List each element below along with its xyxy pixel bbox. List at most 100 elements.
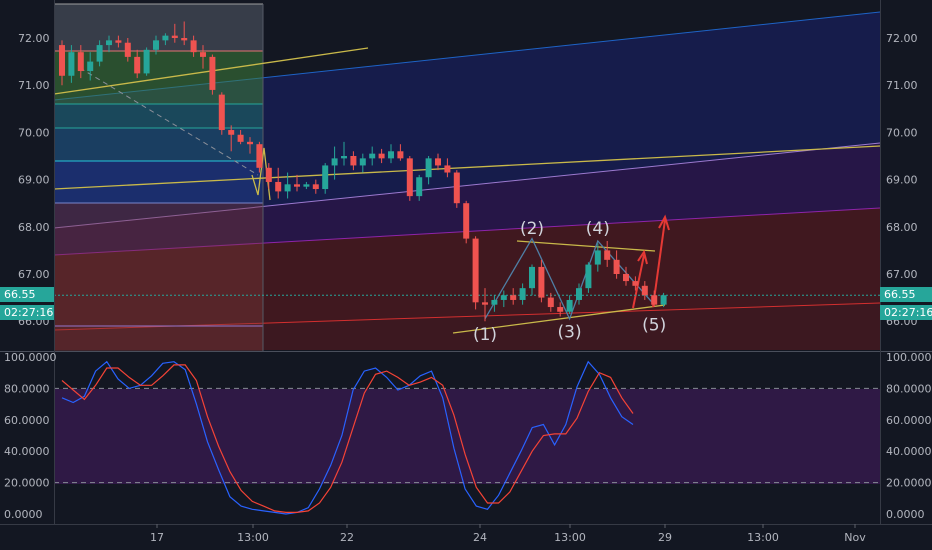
stoch-tick-right: 40.0000: [886, 445, 932, 458]
stochastic-axis-ticks[interactable]: 100.0000 100.0000 80.0000 80.0000 60.0000 60.…: [4, 351, 932, 521]
stoch-tick-left: 40.0000: [4, 445, 50, 458]
candle[interactable]: [284, 172, 291, 199]
candle[interactable]: [312, 179, 319, 194]
candle-body: [529, 266, 535, 289]
candle[interactable]: [623, 266, 629, 286]
candle[interactable]: [200, 45, 206, 69]
candle[interactable]: [444, 158, 451, 178]
stochastic-pane[interactable]: [54, 360, 880, 515]
candle-body: [491, 299, 498, 305]
candle[interactable]: [651, 290, 658, 308]
candle[interactable]: [218, 92, 225, 135]
candle[interactable]: [77, 45, 84, 79]
candle[interactable]: [294, 174, 300, 192]
candle[interactable]: [378, 148, 385, 164]
price-tick-left: 71.00: [18, 79, 50, 92]
candle[interactable]: [500, 290, 507, 308]
candle[interactable]: [68, 45, 75, 83]
candle[interactable]: [359, 153, 366, 173]
stoch-tick-left: 100.0000: [4, 351, 57, 364]
candle[interactable]: [331, 146, 338, 180]
candle[interactable]: [397, 144, 404, 161]
candle[interactable]: [341, 141, 347, 166]
candle[interactable]: [406, 156, 413, 201]
candle[interactable]: [124, 38, 131, 62]
candle[interactable]: [604, 240, 611, 267]
candle[interactable]: [519, 283, 526, 305]
candle[interactable]: [557, 302, 564, 317]
candle[interactable]: [472, 236, 479, 310]
candle[interactable]: [453, 170, 460, 208]
candle-body: [369, 153, 376, 159]
price-tick-right: 71.00: [886, 79, 918, 92]
candle-body: [275, 181, 282, 192]
candle[interactable]: [641, 281, 648, 300]
candle[interactable]: [153, 35, 159, 55]
candle[interactable]: [303, 181, 310, 190]
candle-body: [322, 165, 329, 190]
candle[interactable]: [660, 292, 667, 308]
candle-body: [576, 288, 582, 300]
stoch-tick-right: 20.0000: [886, 477, 932, 490]
candle-body: [453, 172, 460, 204]
candle-body: [623, 274, 629, 282]
stochastic-band: [54, 389, 880, 484]
candle[interactable]: [510, 288, 517, 305]
candle[interactable]: [369, 146, 376, 166]
candle[interactable]: [209, 54, 216, 95]
candle[interactable]: [529, 264, 535, 296]
candle[interactable]: [566, 295, 573, 315]
price-tick-right: 72.00: [886, 32, 918, 45]
candle-body: [660, 295, 667, 305]
candle[interactable]: [96, 40, 103, 67]
candle-body: [171, 35, 178, 38]
candle[interactable]: [237, 130, 244, 145]
time-axis-ticks[interactable]: 17 13:00 22 24 13:00 29 13:00 Nov: [150, 524, 866, 544]
candle[interactable]: [538, 259, 545, 303]
price-pane[interactable]: (1) (2) (3) (4) (5): [53, 3, 881, 351]
projection-arrows: [632, 214, 670, 309]
candle[interactable]: [491, 295, 498, 312]
candle[interactable]: [190, 35, 197, 57]
candle[interactable]: [115, 35, 122, 48]
candle[interactable]: [435, 153, 441, 171]
candle[interactable]: [350, 151, 357, 171]
candle[interactable]: [463, 200, 470, 244]
candle[interactable]: [425, 156, 432, 185]
candle[interactable]: [547, 292, 554, 312]
candlestick-series[interactable]: [59, 21, 667, 322]
candle[interactable]: [228, 125, 235, 152]
candle-body: [331, 158, 338, 166]
candle[interactable]: [162, 33, 169, 46]
candle-body: [59, 45, 65, 76]
candle[interactable]: [613, 250, 620, 279]
candle[interactable]: [275, 167, 282, 199]
candle[interactable]: [265, 163, 272, 190]
candle[interactable]: [256, 141, 263, 173]
price-tag-right-price: 66.55: [884, 288, 916, 301]
candle[interactable]: [134, 49, 141, 79]
time-tick: 22: [340, 531, 354, 544]
candle[interactable]: [322, 163, 329, 194]
candle[interactable]: [388, 144, 394, 164]
stoch-tick-right: 60.0000: [886, 414, 932, 427]
candle[interactable]: [171, 23, 178, 43]
candle[interactable]: [59, 40, 65, 86]
candle[interactable]: [106, 35, 112, 53]
candle-body: [143, 49, 150, 74]
candle[interactable]: [594, 243, 601, 272]
candle-body: [613, 259, 620, 274]
candle[interactable]: [576, 283, 582, 305]
candle[interactable]: [585, 262, 592, 293]
candle-body: [463, 203, 470, 239]
stoch-tick-left: 60.0000: [4, 414, 50, 427]
candle[interactable]: [416, 174, 423, 201]
candle[interactable]: [181, 21, 188, 46]
candle[interactable]: [143, 47, 150, 76]
candle[interactable]: [247, 137, 253, 154]
candle[interactable]: [87, 52, 94, 81]
price-tick-left: 68.00: [18, 221, 50, 234]
candle[interactable]: [482, 288, 488, 322]
candle[interactable]: [632, 276, 639, 291]
